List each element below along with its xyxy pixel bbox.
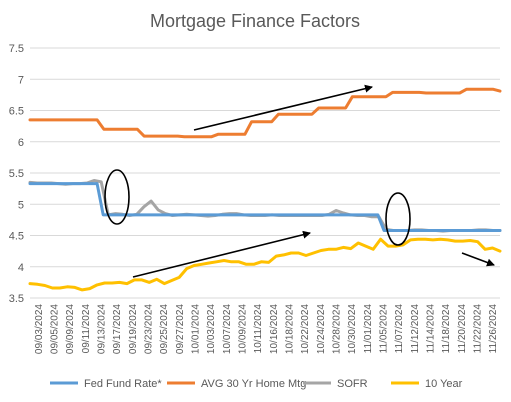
x-tick-label: 09/23/2024 — [144, 304, 155, 354]
gridlines — [30, 47, 500, 299]
legend-label-avg-30-yr-home-mtg: AVG 30 Yr Home Mtg — [201, 378, 306, 390]
y-tick-label: 4.5 — [9, 231, 24, 243]
x-tick-label: 10/22/2024 — [300, 304, 311, 354]
x-tick-label: 11/12/2024 — [410, 304, 421, 354]
y-tick-label: 3.5 — [9, 293, 24, 305]
x-tick-label: 11/14/2024 — [426, 304, 437, 354]
y-tick-label: 5 — [18, 199, 24, 211]
rate-cut-highlight-september — [104, 169, 130, 225]
x-tick-label: 09/17/2024 — [112, 304, 123, 354]
x-tick-label: 10/01/2024 — [191, 304, 202, 354]
series-line-10-year — [28, 237, 502, 292]
x-tick-label: 10/11/2024 — [253, 304, 264, 354]
x-tick-label: 09/09/2024 — [65, 304, 76, 354]
y-tick-label: 6.5 — [9, 106, 24, 118]
series-line-avg-30-yr-home-mtg — [28, 87, 502, 139]
upward-trend-arrow-mortgage — [193, 84, 373, 131]
upward-trend-arrow-10-year — [132, 230, 311, 278]
y-tick-label: 4 — [18, 262, 24, 274]
x-tick-label: 10/30/2024 — [347, 304, 358, 354]
x-tick-label: 09/19/2024 — [128, 304, 139, 354]
annotations — [104, 84, 495, 278]
x-tick-label: 10/03/2024 — [206, 304, 217, 354]
x-tick-label: 09/03/2024 — [34, 304, 45, 354]
x-tick-label: 10/07/2024 — [222, 304, 233, 354]
x-tick-label: 10/16/2024 — [269, 304, 280, 354]
y-axis-tick-labels: 3.5 4 4.5 5 5.5 6 6.5 7 7.5 — [9, 43, 24, 305]
x-tick-label: 09/11/2024 — [81, 304, 92, 354]
legend-label-sofr: SOFR — [337, 378, 368, 390]
series-lines — [28, 87, 502, 292]
x-axis-tick-labels: 09/03/2024 09/05/2024 09/09/2024 09/11/2024… — [34, 304, 499, 354]
x-tick-label: 09/13/2024 — [97, 304, 108, 354]
x-tick-label: 10/28/2024 — [332, 304, 343, 354]
x-tick-label: 09/25/2024 — [159, 304, 170, 354]
y-tick-label: 5.5 — [9, 168, 24, 180]
x-tick-label: 11/05/2024 — [379, 304, 390, 354]
x-tick-label: 11/20/2024 — [457, 304, 468, 354]
rate-cut-highlight-november — [385, 192, 411, 246]
y-tick-label: 7 — [18, 74, 24, 86]
downward-trend-arrow-10-year — [461, 252, 495, 267]
legend-label-10-year: 10 Year — [425, 378, 463, 390]
x-tick-label: 10/24/2024 — [316, 304, 327, 354]
x-tick-label: 11/07/2024 — [394, 304, 405, 354]
series-line-fed-fund-rate — [28, 182, 502, 232]
x-tick-label: 11/18/2024 — [441, 304, 452, 354]
y-tick-label: 6 — [18, 137, 24, 149]
x-tick-label: 10/09/2024 — [238, 304, 249, 354]
x-tick-label: 09/05/2024 — [50, 304, 61, 354]
legend-label-fed-fund-rate: Fed Fund Rate* — [84, 378, 162, 390]
x-tick-label: 11/26/2024 — [488, 304, 499, 354]
x-tick-label: 11/22/2024 — [473, 304, 484, 354]
x-tick-label: 11/01/2024 — [363, 304, 374, 354]
x-tick-label: 10/18/2024 — [285, 304, 296, 354]
legend: Fed Fund Rate* AVG 30 Yr Home Mtg SOFR 10 Y… — [50, 378, 463, 390]
chart-title: Mortgage Finance Factors — [150, 11, 360, 31]
y-tick-label: 7.5 — [9, 43, 24, 55]
x-tick-label: 09/27/2024 — [175, 304, 186, 354]
